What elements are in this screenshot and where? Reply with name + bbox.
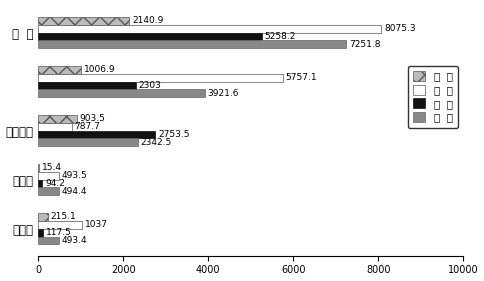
Bar: [38, 187, 60, 195]
Text: 8075.3: 8075.3: [384, 24, 416, 33]
Bar: [38, 89, 205, 97]
Text: 2342.5: 2342.5: [140, 138, 172, 147]
Legend: 重  庆, 上  海, 天  津, 北  京: 重 庆, 上 海, 天 津, 北 京: [408, 66, 458, 128]
Bar: [38, 164, 39, 172]
Text: 787.7: 787.7: [75, 122, 100, 131]
Text: 493.5: 493.5: [62, 171, 88, 180]
Bar: [38, 172, 60, 180]
Bar: [38, 33, 262, 40]
Bar: [38, 123, 72, 131]
Bar: [38, 131, 155, 139]
Text: 3921.6: 3921.6: [208, 89, 239, 98]
Bar: [38, 17, 129, 25]
Bar: [38, 74, 283, 81]
Bar: [38, 115, 77, 123]
Text: 5258.2: 5258.2: [264, 32, 296, 41]
Text: 117.5: 117.5: [46, 228, 72, 237]
Bar: [38, 221, 82, 229]
Bar: [38, 66, 81, 74]
Bar: [38, 40, 347, 48]
Bar: [38, 237, 60, 244]
Text: 15.4: 15.4: [42, 163, 61, 172]
Text: 903.5: 903.5: [79, 114, 105, 123]
Bar: [38, 81, 136, 89]
Bar: [38, 25, 381, 33]
Text: 2753.5: 2753.5: [158, 130, 189, 139]
Text: 2140.9: 2140.9: [132, 16, 163, 25]
Text: 1037: 1037: [85, 220, 108, 229]
Bar: [38, 139, 138, 146]
Text: 5757.1: 5757.1: [286, 73, 317, 82]
Text: 7251.8: 7251.8: [349, 40, 380, 49]
Text: 2303: 2303: [139, 81, 162, 90]
Text: 94.2: 94.2: [45, 179, 65, 188]
Text: 494.4: 494.4: [62, 187, 88, 196]
Text: 215.1: 215.1: [50, 212, 76, 221]
Text: 493.4: 493.4: [62, 236, 88, 245]
Bar: [38, 229, 44, 237]
Bar: [38, 213, 47, 221]
Bar: [38, 180, 43, 187]
Text: 1006.9: 1006.9: [84, 65, 115, 74]
